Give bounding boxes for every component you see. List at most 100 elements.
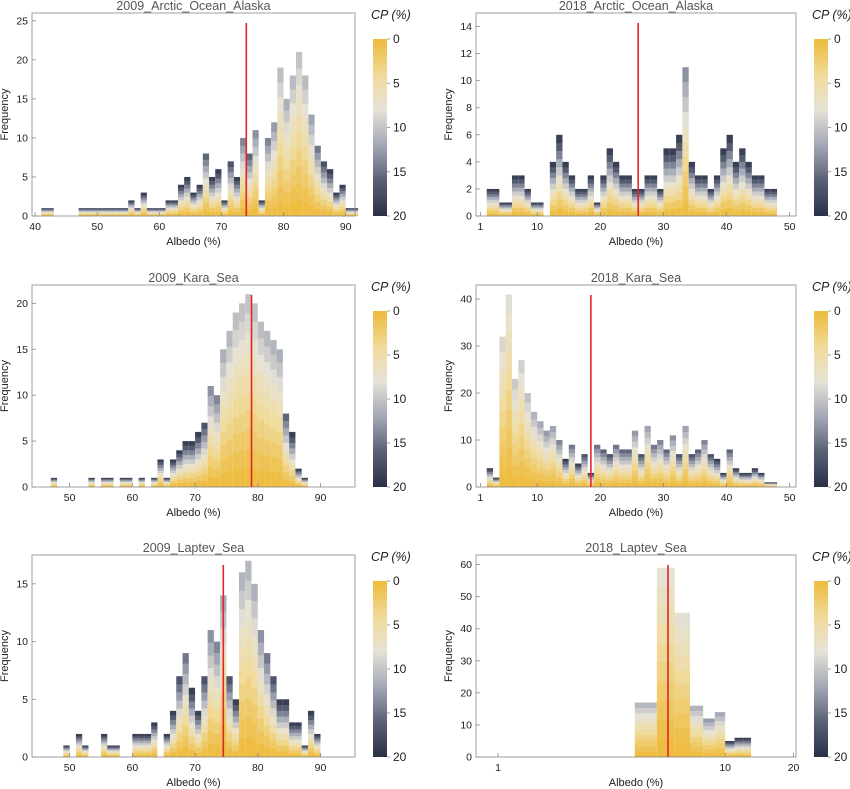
histogram-bar-segment (226, 740, 233, 750)
histogram-bar-segment (518, 398, 525, 412)
histogram-bar-segment (726, 191, 733, 201)
histogram-bar-segment (732, 194, 740, 201)
histogram-bar-segment (153, 211, 160, 213)
colorbar-tick-label: 5 (834, 76, 841, 90)
histogram-bar-segment (134, 212, 141, 214)
histogram-bar-segment (169, 743, 177, 749)
histogram-bar-segment (251, 450, 258, 469)
histogram-bar-segment (213, 687, 221, 700)
histogram-bar-segment (146, 208, 154, 211)
histogram-bar-segment (619, 211, 626, 217)
histogram-bar (327, 169, 334, 217)
histogram-bar (751, 468, 759, 488)
histogram-bar-segment (126, 478, 133, 480)
histogram-bar-segment (339, 194, 346, 198)
histogram-bar-segment (524, 468, 531, 478)
histogram-bar-segment (264, 694, 271, 706)
histogram-bar-segment (676, 134, 683, 144)
histogram-bar-segment (91, 211, 98, 213)
histogram-bar-segment (276, 739, 283, 746)
histogram-bar-segment (78, 214, 85, 216)
histogram-bar-segment (128, 203, 135, 206)
histogram-bar-segment (530, 214, 538, 217)
y-tick-label: 20 (460, 388, 472, 400)
histogram-bar-segment (333, 204, 340, 207)
histogram-bar-segment (227, 194, 234, 200)
histogram-bar (227, 161, 234, 217)
histogram-bar-segment (63, 753, 70, 755)
histogram-bar-segment (669, 155, 677, 163)
histogram-bar (91, 208, 98, 217)
histogram-bar-segment (644, 444, 651, 451)
histogram-bar (264, 653, 271, 758)
histogram-bar-segment (726, 183, 733, 192)
histogram-bar-segment (47, 210, 54, 212)
histogram-bar-segment (530, 209, 538, 211)
histogram-bar-segment (713, 467, 721, 471)
histogram-bar-segment (245, 409, 252, 430)
histogram-bar (320, 161, 328, 217)
histogram-bar-segment (758, 472, 765, 475)
histogram-bar-segment (264, 346, 271, 363)
histogram-bar (650, 444, 658, 488)
histogram-bar-segment (606, 202, 613, 210)
histogram-bar-segment (511, 175, 519, 180)
histogram-bar-segment (581, 470, 588, 475)
histogram-bar-segment (770, 207, 778, 211)
histogram-bar-segment (201, 684, 208, 693)
x-tick-label: 40 (721, 221, 733, 233)
histogram-bar-segment (270, 724, 277, 734)
histogram-bar-segment (240, 208, 247, 217)
histogram-bar-segment (486, 188, 494, 192)
histogram-bar (688, 454, 696, 488)
histogram-bar-segment (176, 472, 183, 477)
histogram-bar-segment (100, 736, 108, 739)
histogram-bar-segment (169, 715, 177, 721)
histogram-bar-segment (251, 670, 258, 689)
histogram-bar-segment (107, 754, 114, 757)
histogram-bar-segment (233, 200, 241, 205)
histogram-bar-segment (493, 191, 500, 195)
histogram-bar-segment (634, 724, 657, 731)
histogram-bar-segment (88, 478, 95, 480)
histogram-bar (201, 422, 208, 488)
histogram-bar-segment (644, 203, 651, 209)
histogram-bar-segment (233, 192, 241, 197)
histogram-bar-segment (587, 207, 595, 213)
histogram-bar-segment (644, 183, 651, 188)
histogram-bar-segment (707, 480, 714, 485)
histogram-bar-segment (518, 203, 525, 209)
histogram-bar-segment (132, 752, 139, 755)
histogram-bar-segment (232, 312, 239, 331)
histogram-bar (257, 630, 265, 758)
histogram-bar-segment (146, 209, 154, 211)
x-axis-label: Albedo (%) (609, 507, 663, 519)
histogram-bar-segment (511, 191, 519, 196)
histogram-bar-segment (301, 751, 308, 753)
histogram-bar-segment (190, 211, 197, 214)
histogram-bar-segment (669, 476, 677, 483)
histogram-bar-segment (122, 210, 129, 212)
histogram-bar-segment (97, 210, 104, 212)
histogram-bar-segment (201, 454, 208, 462)
histogram-bar-segment (238, 431, 246, 451)
histogram-bar-segment (739, 175, 746, 183)
histogram-bar-segment (63, 746, 70, 749)
histogram-bar-segment (674, 699, 690, 715)
y-axis-label: Frequency (0, 360, 11, 412)
histogram-bar-segment (251, 722, 258, 740)
histogram-bar-segment (345, 208, 352, 211)
histogram-bar-segment (657, 202, 664, 206)
histogram-bar-segment (88, 479, 95, 481)
histogram-bar-segment (188, 687, 196, 695)
histogram-bar-segment (606, 161, 613, 169)
histogram-bar-segment (726, 151, 733, 160)
histogram-bar-segment (594, 209, 601, 211)
histogram-bar-segment (682, 67, 689, 83)
histogram-bar-segment (732, 161, 740, 168)
histogram-bar-segment (195, 459, 202, 466)
histogram-bar-segment (78, 212, 85, 214)
histogram-bar-segment (165, 200, 172, 203)
colorbar-gradient (373, 311, 387, 487)
histogram-bar-segment (682, 186, 689, 202)
